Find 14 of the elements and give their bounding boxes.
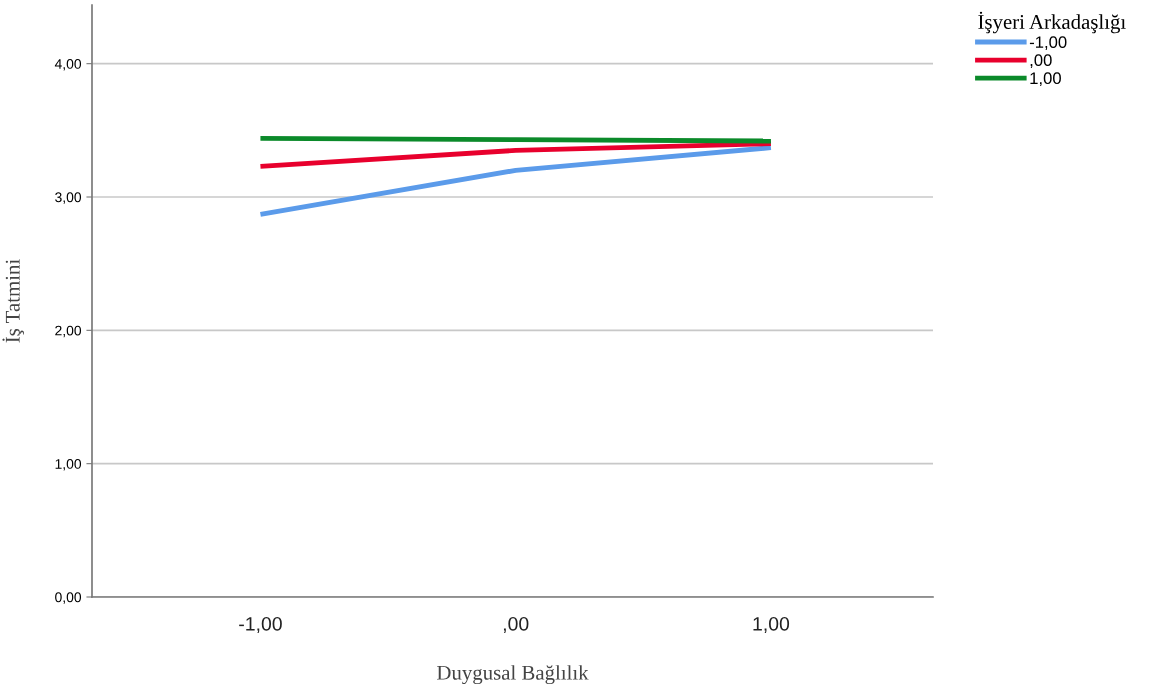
y-tick-label: 1,00 bbox=[55, 459, 82, 471]
legend-title: İşyeri Arkadaşlığı bbox=[978, 11, 1126, 34]
x-tick-label: ,00 bbox=[503, 616, 529, 634]
y-tick-label: 2,00 bbox=[55, 325, 82, 338]
y-tick-label: 4,00 bbox=[54, 59, 82, 71]
y-tick-label: 3,00 bbox=[55, 192, 82, 204]
legend-label: -1,00 bbox=[1029, 36, 1067, 50]
x-axis-title: Duygusal Bağlılık bbox=[437, 665, 589, 685]
legend-label: 1,00 bbox=[1030, 72, 1061, 87]
x-tick-label: 1,00 bbox=[753, 616, 790, 634]
y-axis-title: İş Tatmini bbox=[2, 259, 24, 343]
x-tick-label: -1,00 bbox=[239, 616, 282, 634]
legend-label: ,00 bbox=[1030, 54, 1052, 69]
y-tick-label: 0,00 bbox=[55, 592, 82, 604]
